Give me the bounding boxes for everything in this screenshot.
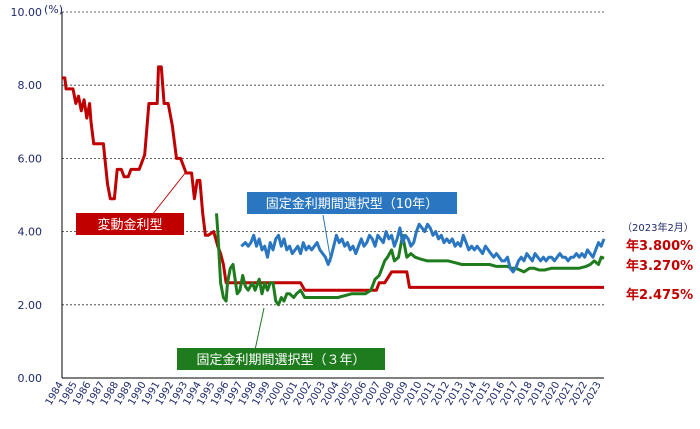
end-label-10yr: 年3.800%: [626, 238, 693, 254]
series-lines: [62, 65, 606, 307]
fixed3-label: 固定金利期間選択型（３年）: [196, 352, 365, 368]
end-label-3yr: 年3.270%: [626, 258, 693, 274]
end-label-variable: 年2.475%: [626, 287, 693, 303]
series-line-2: [240, 222, 606, 274]
series-line-0: [62, 65, 604, 292]
y-tick-label: 4.00: [18, 226, 43, 239]
variable-rate-label: 変動金利型: [97, 217, 162, 233]
fixed3-box: [177, 348, 385, 370]
y-axis-unit: (%): [44, 3, 63, 16]
series-line-1: [215, 213, 605, 307]
fixed10-leader-line: [322, 214, 332, 263]
fixed10-label: 固定金利期間選択型（10年）: [266, 196, 439, 212]
y-tick-label: 10.00: [11, 6, 43, 19]
variable-rate-leader-line: [151, 171, 187, 216]
y-tick-label: 2.00: [18, 299, 43, 312]
fixed10-box: [247, 192, 457, 214]
date-note: （2023年2月）: [622, 221, 694, 234]
y-tick-label: 6.00: [18, 152, 43, 165]
y-tick-label: 8.00: [18, 79, 43, 92]
y-axis-ticks: 0.00 2.00 4.00 6.00 8.00 10.00: [11, 6, 43, 385]
x-axis-ticks: 1984198519861987198819891990199119921993…: [44, 380, 604, 408]
variable-rate-box: [76, 213, 184, 235]
fixed3-leader-line: [254, 307, 265, 351]
y-tick-label: 0.00: [18, 372, 43, 385]
